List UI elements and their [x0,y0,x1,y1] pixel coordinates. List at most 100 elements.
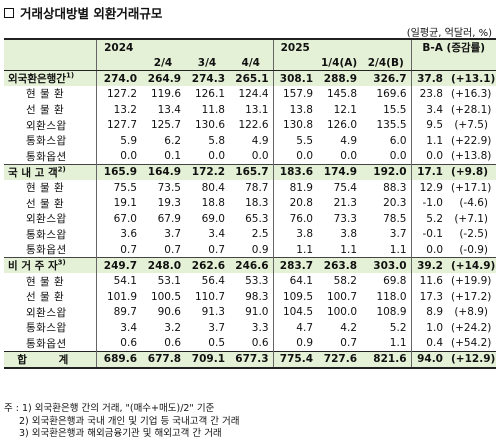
value-cell: 6.2 [164,134,181,147]
table-row: 외환스왑 67.0 67.9 69.0 65.3 76.0 73.3 78.5 5.2 (+7.1… [4,210,496,227]
table-row: 통화스왑 3.6 3.7 3.4 2.5 3.8 3.8 3.7 -0.1 (-2.5) [4,226,496,243]
value-cell: 262.6 [185,257,229,274]
header-2025: 2025 [273,38,317,55]
value-cell: 0.6 [164,337,181,350]
value-cell: 75.4 [333,181,357,194]
table-row: 선 물 환 13.2 13.4 11.8 13.1 13.8 12.1 15.5 3.4 (+28… [4,101,496,118]
value-cell: 100.0 [326,306,357,319]
value-cell: 169.6 [361,86,412,102]
total-row: 합 계 689.6 677.8 709.1 677.3 775.4 727.6 821.6 94… [4,350,497,369]
row-label: 외환스왑 [4,210,97,227]
rate-cell: (-4.6) [459,197,489,210]
value-cell: 0.0 [120,150,137,163]
value-cell: 264.9 [141,70,185,87]
value-cell: 73.5 [157,181,181,194]
rate-cell: (+17.1) [451,181,492,194]
change-cell: 3.4 [426,103,443,116]
value-cell: 274.0 [96,70,141,87]
value-cell: 775.4 [273,350,317,369]
header-q3-2024: 3/4 [185,55,229,72]
value-cell: 3.7 [164,228,181,241]
value-cell: 4.9 [340,134,357,147]
value-cell: 126.1 [194,87,225,100]
value-cell: 104.5 [282,306,313,319]
value-cell: 6.0 [361,132,412,149]
change-cell: 9.5 [426,119,443,132]
value-cell: 12.1 [333,103,357,116]
value-cell: 91.0 [229,304,274,321]
table-row: 통화옵션 0.0 0.1 0.0 0.0 0.0 0.0 0.0 0.0 (+13.8) [4,148,496,165]
change-cell: -0.1 [422,228,444,241]
value-cell: 5.5 [296,134,313,147]
value-cell: 3.7 [361,226,412,243]
value-cell: 248.0 [141,257,185,274]
value-cell: 91.3 [201,306,225,319]
value-cell: 13.2 [113,103,137,116]
fx-volume-table: 2024 2025 B-A (증감률) 2/4 3/4 4/4 1/4(A) 2… [4,38,497,369]
value-cell: 100.7 [326,290,357,303]
value-cell: 308.1 [273,70,317,87]
footnote-1: 주 : 1) 외국환은행 간의 거래, "(매수+매도)/2" 기준 [4,403,215,414]
rate-cell: (+17.2) [451,290,492,303]
rate-cell: (+54.2) [451,337,492,350]
footnotes: 주 : 1) 외국환은행 간의 거래, "(매수+매도)/2" 기준 2) 외국… [4,403,239,441]
value-cell: 13.8 [289,103,313,116]
row-label: 현 물 환 [4,273,97,289]
change-cell: 1.1 [426,134,443,147]
value-cell: 76.0 [289,212,313,225]
row-label: 선 물 환 [4,101,97,118]
change-cell: 39.2 [411,257,447,274]
footnote-marker: 3) [57,258,66,267]
value-cell: 110.7 [194,290,225,303]
value-cell: 119.6 [150,87,181,100]
header-row-years: 2024 2025 B-A (증감률) [4,38,497,55]
rate-cell: (+28.1) [451,103,492,116]
row-label: 외환스왑 [4,304,97,321]
value-cell: 19.3 [157,197,181,210]
value-cell: 67.0 [113,212,137,225]
value-cell: 0.7 [208,243,225,256]
value-cell: 303.0 [361,257,412,274]
table-row: 선 물 환 101.9 100.5 110.7 98.3 109.5 100.7 118.0 1… [4,288,496,305]
table-row: 현 물 환 54.1 53.1 56.4 53.3 64.1 58.2 69.8 11.6 (+1… [4,273,496,289]
value-cell: 100.5 [150,290,181,303]
rate-cell: (+13.1) [447,70,497,87]
value-cell: 108.9 [361,304,412,321]
value-cell: 3.6 [120,228,137,241]
value-cell: 64.1 [289,275,313,288]
value-cell: 263.8 [317,257,361,274]
row-label: 외국환은행간1) [4,70,97,87]
rate-cell: (-2.5) [459,228,489,241]
change-cell: 12.9 [419,181,443,194]
table-row: 통화옵션 0.6 0.6 0.5 0.6 0.9 0.7 1.1 0.4 (+54.2) [4,335,496,352]
value-cell: 157.9 [282,87,313,100]
value-cell: 4.9 [229,132,274,149]
value-cell: 1.1 [340,243,357,256]
row-label: 통화옵션 [4,148,97,165]
value-cell: 283.7 [273,257,317,274]
value-cell: 0.0 [208,150,225,163]
rate-cell: (+19.9) [451,275,492,288]
value-cell: 165.7 [229,163,274,180]
footnote-marker: 1) [65,71,75,80]
value-cell: 58.2 [333,275,357,288]
value-cell: 54.1 [113,275,137,288]
value-cell: 4.2 [340,321,357,334]
rate-cell: (+24.2) [451,321,492,334]
change-cell: 23.8 [419,87,443,100]
table-row: 외환스왑 89.7 90.6 91.3 91.0 104.5 100.0 108.9 8.9 (+… [4,304,496,321]
rate-cell: (+8.9) [454,306,489,319]
value-cell: 0.7 [340,337,357,350]
value-cell: 0.1 [164,150,181,163]
header-change: B-A (증감률) [411,38,497,55]
rate-cell: (+12.9) [447,350,497,369]
change-cell: 0.0 [426,150,443,163]
value-cell: 81.9 [289,181,313,194]
change-cell: -1.0 [422,197,444,210]
value-cell: 127.7 [106,119,137,132]
change-cell: 5.2 [426,212,443,225]
value-cell: 75.5 [113,181,137,194]
checkbox-square-icon [4,7,14,18]
value-cell: 73.3 [333,212,357,225]
value-cell: 0.0 [361,148,412,165]
